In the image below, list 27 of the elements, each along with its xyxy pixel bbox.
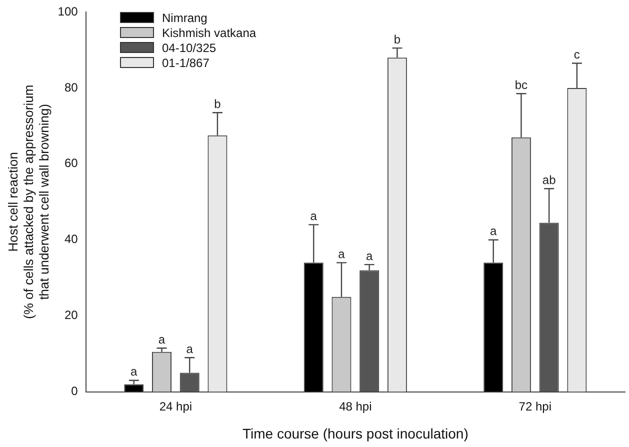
- y-tick-label: 60: [64, 156, 78, 170]
- annotation: bc: [514, 78, 528, 92]
- y-tick-label: 0: [71, 384, 78, 398]
- y-tick-label: 80: [64, 80, 78, 94]
- y-tick-label: 100: [58, 4, 78, 18]
- annotation: ab: [542, 172, 556, 187]
- annotation: a: [366, 248, 373, 263]
- annotation: a: [130, 364, 138, 379]
- annotation: a: [158, 332, 166, 346]
- legend-label: 04-10/325: [162, 40, 216, 54]
- annotation: b: [394, 32, 401, 46]
- y-axis-title: Host cell reaction (% of cells attacked by the appressorium that underwent cell wall browning): [5, 84, 52, 319]
- x-tick-label: 72 hpi: [518, 399, 552, 414]
- legend-label: Kishmish vatkana: [162, 26, 256, 40]
- annotation: a: [338, 246, 346, 261]
- legend-label: 01-1/867: [162, 56, 210, 70]
- x-tick-label: 24 hpi: [159, 399, 192, 414]
- annotation: a: [490, 224, 498, 238]
- annotation: a: [186, 342, 194, 356]
- y-tick-label: 20: [64, 308, 78, 322]
- annotation: a: [310, 209, 318, 223]
- annotation: b: [214, 96, 222, 111]
- x-axis-title: Time course (hours post inoculation): [242, 425, 468, 442]
- annotation: c: [574, 48, 580, 62]
- legend-label: Nimrang: [162, 10, 208, 24]
- x-tick-label: 48 hpi: [339, 399, 372, 414]
- y-tick-label: 40: [64, 232, 78, 246]
